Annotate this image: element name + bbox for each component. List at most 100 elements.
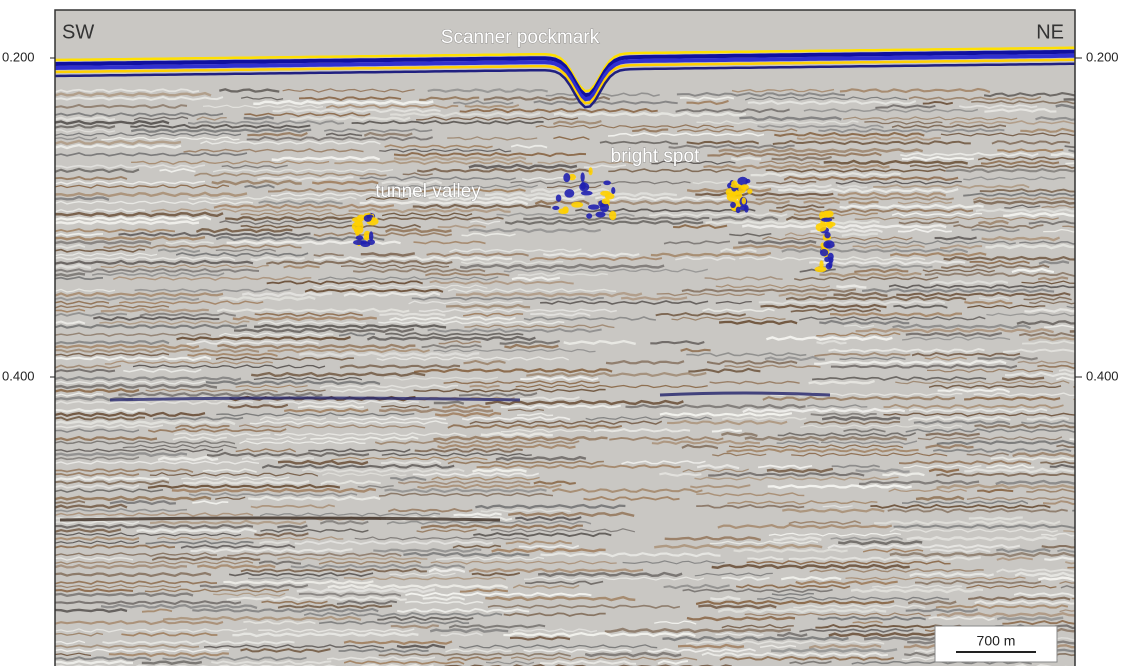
reflector-streak (461, 232, 516, 237)
reflector-streak (808, 379, 875, 386)
bright-spot (586, 213, 593, 219)
reflector-streak (759, 160, 820, 165)
reflector-streak (55, 256, 236, 261)
bright-spot (564, 189, 575, 198)
reflector-streak (215, 248, 276, 253)
reflector-streak (922, 268, 995, 273)
reflector-streak (742, 407, 906, 414)
reflector-streak (55, 556, 134, 561)
reflector-streak (929, 280, 1009, 285)
reflector-streak (55, 580, 218, 585)
reflector-streak (854, 268, 909, 274)
reflector-streak (1012, 451, 1075, 458)
reflector-streak (322, 472, 407, 477)
reflector-streak (803, 108, 979, 113)
reflector-streak (294, 540, 493, 545)
reflector-streak (461, 416, 571, 421)
reflector-streak (55, 252, 158, 257)
reflector-streak (343, 660, 465, 665)
reflector-streak (447, 424, 623, 429)
reflector-streak (435, 556, 545, 561)
reflector-streak (1003, 348, 1075, 353)
reflector-streak (755, 196, 954, 201)
reflector-streak (348, 207, 511, 214)
bright-spot (595, 211, 606, 218)
reflector-streak (718, 319, 798, 326)
reflector-streak (1067, 566, 1075, 569)
reflector-streak (408, 300, 523, 305)
reflector-streak (55, 608, 128, 613)
reflector-streak (523, 216, 710, 222)
reflector-streak (604, 627, 791, 634)
reflector-streak (784, 232, 828, 237)
reflector-streak (893, 523, 1075, 530)
reflector-streak (780, 575, 842, 582)
reflector-streak (848, 200, 879, 205)
bright-spot (580, 181, 586, 190)
scale-bar-label: 700 m (977, 633, 1016, 649)
bright-spot (726, 192, 738, 202)
reflector-streak (632, 127, 669, 133)
reflector-streak (996, 556, 1033, 561)
reflector-streak (727, 500, 878, 505)
reflector-streak (55, 375, 242, 382)
reflector-streak (966, 452, 1009, 457)
reflector-streak (274, 432, 467, 437)
reflector-streak (791, 452, 948, 457)
reflector-streak (330, 388, 403, 393)
reflector-streak (181, 476, 290, 481)
reflector-streak (176, 336, 351, 341)
reflector-streak (816, 332, 901, 337)
reflector-streak (260, 528, 369, 533)
reflector-streak (511, 276, 561, 282)
reflector-streak (427, 88, 548, 94)
reflector-streak (762, 236, 913, 241)
reflector-streak (422, 596, 466, 601)
reflector-streak (223, 579, 374, 585)
reflector-streak (261, 600, 328, 605)
reflector-streak (151, 208, 332, 213)
reflector-streak (827, 544, 1021, 549)
reflector-streak (941, 264, 1050, 270)
reflector-streak (1058, 368, 1075, 373)
reflector-streak (504, 343, 559, 349)
reflector-streak (711, 215, 779, 222)
bright-spot (747, 188, 753, 194)
reflector-streak (843, 116, 1018, 121)
reflector-streak (254, 324, 447, 329)
reflector-streak (416, 167, 592, 173)
reflector-streak (819, 319, 910, 325)
reflector-streak (649, 212, 788, 218)
reflector-streak (55, 320, 86, 325)
bright-spot (563, 173, 571, 183)
panel-frame (54, 9, 1076, 666)
reflector-streak (338, 648, 429, 653)
reflector-streak (682, 468, 749, 473)
reflector-streak (812, 376, 987, 381)
reflector-streak (359, 176, 516, 181)
reflector-streak (240, 647, 331, 653)
reflector-streak (55, 332, 212, 337)
reflector-streak (978, 219, 1009, 226)
reflector-streak (258, 560, 302, 565)
reflector-streak (745, 96, 908, 101)
reflector-streak (771, 592, 814, 597)
reflector-streak (1001, 376, 1045, 382)
reflector-streak (192, 607, 379, 613)
reflector-streak (298, 592, 402, 598)
reflector-streak (656, 292, 765, 297)
reflector-streak (326, 656, 436, 661)
reflector-streak (159, 168, 196, 173)
reflector-streak (437, 443, 576, 450)
reflector-streak (157, 536, 344, 541)
reflector-streak (696, 120, 859, 125)
reflector-streak (259, 416, 327, 421)
reflector-streak (213, 592, 286, 597)
reflector-streak (446, 303, 531, 309)
reflector-streak (225, 216, 364, 222)
reflector-streak (545, 92, 660, 97)
reflector-streak (673, 224, 728, 229)
reflector-streak (888, 488, 967, 493)
reflector-streak (55, 648, 230, 653)
reflector-streak (463, 312, 524, 317)
